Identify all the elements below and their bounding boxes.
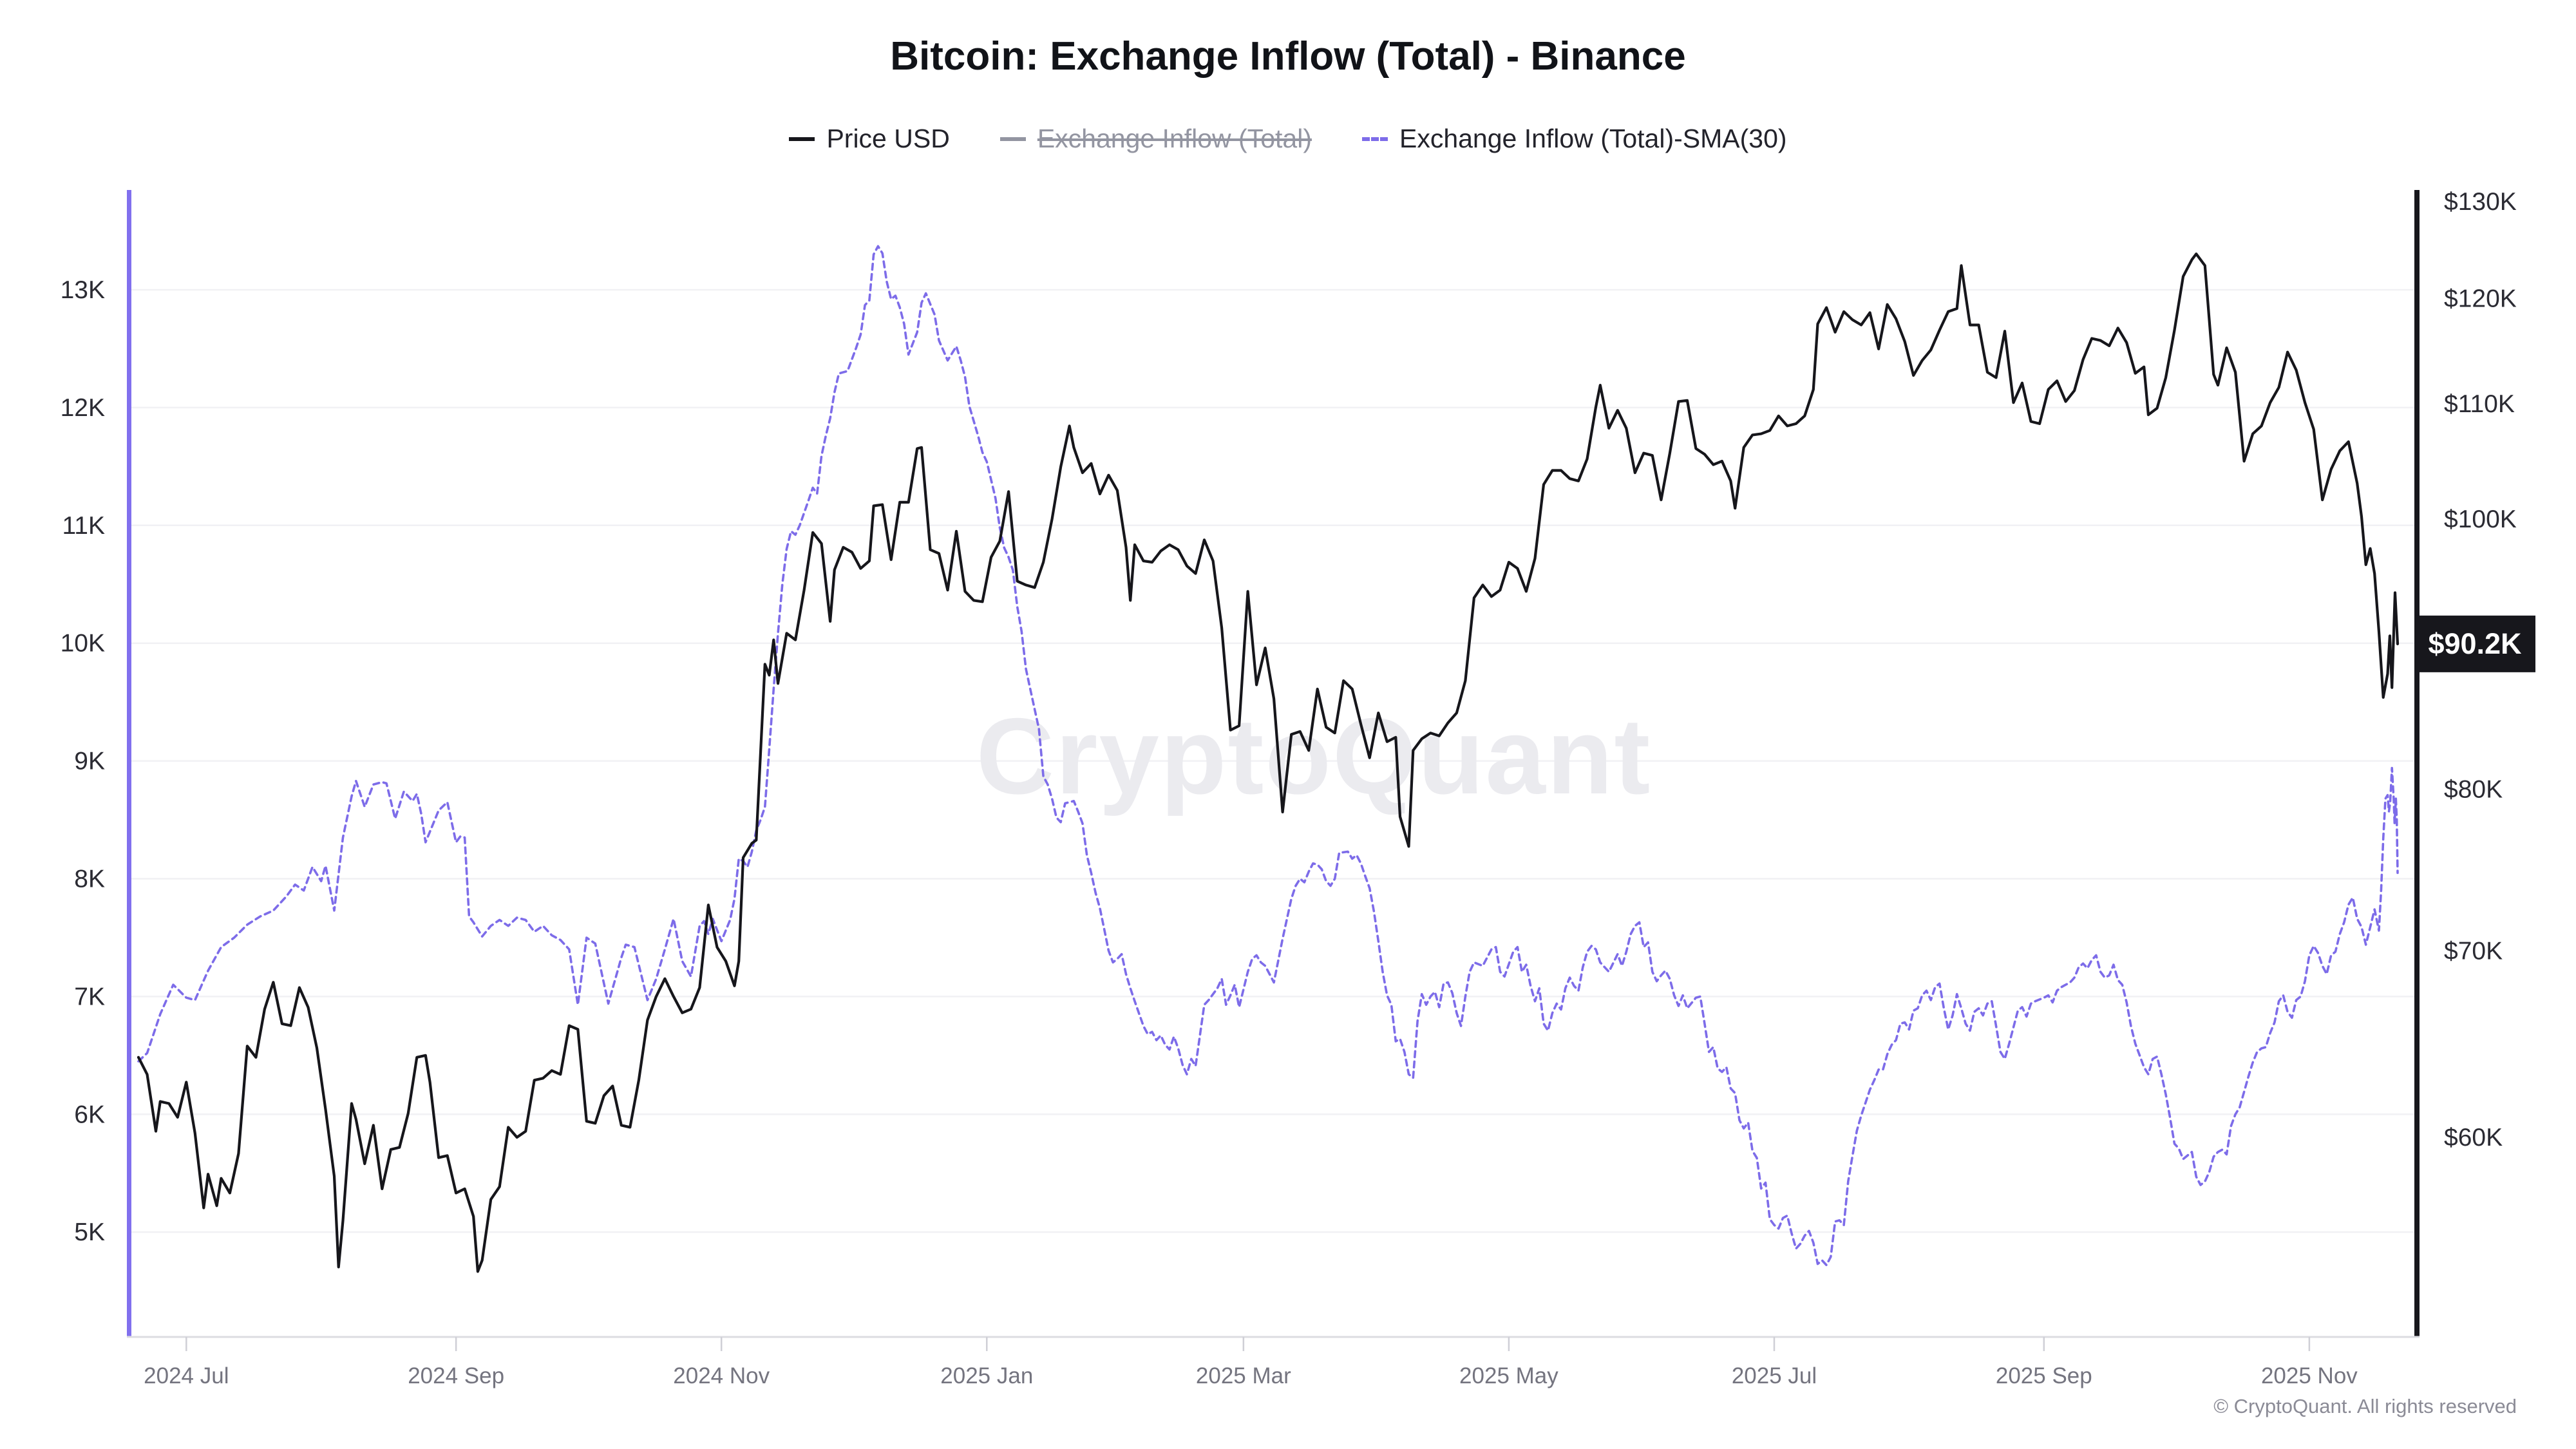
left-axis-label: 9K	[74, 748, 105, 775]
left-axis-label: 12K	[61, 394, 105, 422]
legend-item-exchange-inflow-total[interactable]: Exchange Inflow (Total)	[999, 124, 1312, 154]
right-axis-label: $60K	[2444, 1124, 2503, 1151]
copyright-note: © CryptoQuant. All rights reserved	[2213, 1395, 2517, 1417]
right-axis-bar	[2414, 190, 2420, 1337]
right-axis-label: $130K	[2444, 188, 2517, 216]
x-tick-label: 2024 Sep	[408, 1363, 504, 1388]
x-tick-label: 2024 Jul	[144, 1363, 229, 1388]
page-title: Bitcoin: Exchange Inflow (Total) - Binan…	[890, 34, 1686, 79]
right-axis-label: $80K	[2444, 775, 2503, 803]
left-axis-bar	[127, 190, 131, 1337]
sma-line-swatch-icon	[1361, 137, 1388, 141]
latest-price-badge	[2414, 615, 2535, 672]
left-axis-label: 6K	[74, 1101, 105, 1128]
right-axis-label: $110K	[2444, 390, 2515, 418]
left-axis-label: 5K	[74, 1218, 105, 1246]
left-axis-label: 10K	[61, 630, 105, 658]
price-line-series	[137, 252, 2400, 1273]
legend: Price USD Exchange Inflow (Total) Exchan…	[0, 124, 2576, 154]
right-axis-label: $70K	[2444, 937, 2503, 965]
price-line-swatch-icon	[789, 137, 815, 141]
inflow-line-swatch-icon	[999, 137, 1026, 141]
left-axis-label: 11K	[62, 512, 106, 540]
x-tick-label: 2025 Nov	[2261, 1363, 2358, 1388]
legend-label: Exchange Inflow (Total)-SMA(30)	[1399, 124, 1787, 153]
left-axis-label: 8K	[74, 866, 105, 893]
right-axis-label: $100K	[2444, 506, 2517, 533]
x-tick-label: 2025 Mar	[1196, 1363, 1291, 1388]
x-tick-label: 2025 Jan	[940, 1363, 1033, 1388]
legend-item-exchange-inflow-sma30[interactable]: Exchange Inflow (Total)-SMA(30)	[1361, 124, 1787, 154]
x-tick-label: 2025 Sep	[1996, 1363, 2092, 1388]
latest-price-badge-label: $90.2K	[2428, 627, 2522, 660]
x-tick-label: 2024 Nov	[673, 1363, 770, 1388]
legend-item-price-usd[interactable]: Price USD	[789, 124, 950, 154]
x-tick-label: 2025 May	[1459, 1363, 1558, 1388]
legend-label: Price USD	[826, 124, 950, 153]
left-axis-label: 13K	[61, 276, 105, 304]
x-tick-label: 2025 Jul	[1732, 1363, 1817, 1388]
legend-label: Exchange Inflow (Total)	[1037, 124, 1312, 153]
right-axis-label: $120K	[2444, 285, 2517, 312]
left-axis-label: 7K	[74, 983, 105, 1010]
